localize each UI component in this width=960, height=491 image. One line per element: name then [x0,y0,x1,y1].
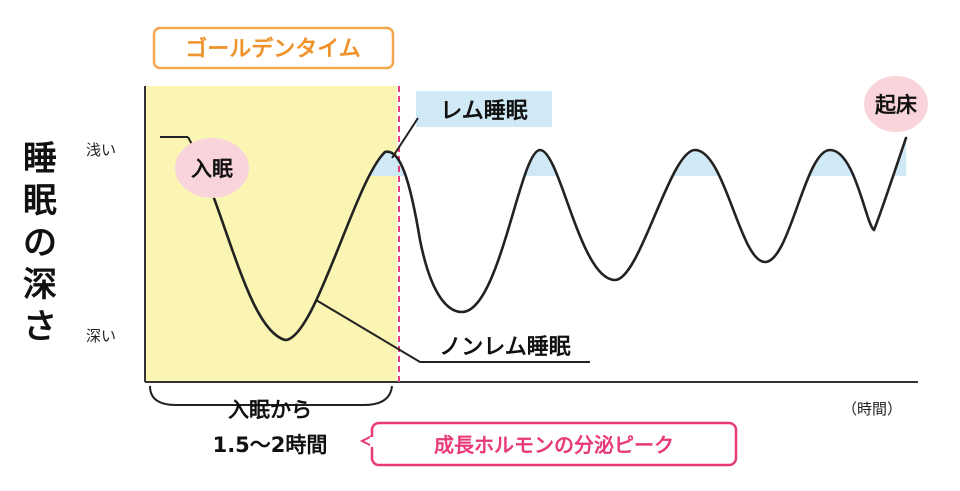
rem-label: レム睡眠 [440,99,528,124]
wake-up-label: 起床 [874,93,917,117]
time-bracket [149,385,393,406]
non-rem-pointer [315,299,590,363]
shallow-label: 浅い [86,141,116,159]
peak-label: 成長ホルモンの分泌ピーク [434,433,674,457]
svg-text:睡眠の深さ: 睡眠の深さ [23,139,57,347]
fall-asleep-bubble [175,138,249,198]
rem-label-box [416,91,552,127]
from-sleep-line1: 入眠から [228,398,312,422]
golden-time-label: ゴールデンタイム [185,36,361,62]
from-sleep-line2: 1.5〜2時間 [213,433,328,457]
golden-time-box [152,26,395,70]
golden-time-region [145,86,397,382]
rem-pointer [391,117,419,159]
non-rem-label: ノンレム睡眠 [439,335,571,360]
time-axis-label: （時間） [842,400,902,418]
wake-up-bubble [864,76,928,132]
deep-label: 深い [86,327,116,345]
sleep-depth-curve [194,136,908,342]
y-axis-title: 睡眠の深さ [23,139,57,347]
fall-asleep-label: 入眠 [191,157,233,181]
rem-sleep-bands [196,138,906,176]
